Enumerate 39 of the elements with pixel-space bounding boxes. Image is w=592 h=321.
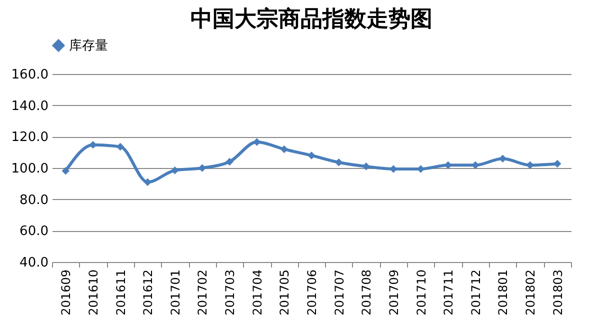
x-tick-label: 201701 (168, 270, 182, 316)
point (526, 161, 534, 170)
x-tick-label: 201704 (250, 270, 264, 316)
point (144, 178, 152, 186)
x-tick-label: 201710 (414, 270, 428, 316)
point (472, 161, 480, 170)
y-tick-label: 40.0 (20, 256, 48, 270)
x-tick-label: 201609 (59, 270, 74, 316)
x-tick-label: 201612 (141, 270, 156, 316)
x-tick-label: 201707 (332, 270, 346, 316)
point (171, 166, 179, 174)
x-tick-label: 201802 (524, 270, 538, 316)
y-tick-label: 80.0 (20, 192, 48, 208)
x-tick-label: 201705 (278, 270, 292, 316)
point (116, 142, 124, 151)
x-tick-label: 201708 (360, 270, 374, 316)
x-tick-label: 201803 (550, 270, 565, 316)
x-tick-label: 201712 (468, 270, 483, 316)
x-tick-label: 201610 (86, 270, 100, 316)
x-tick-label: 201711 (442, 270, 456, 316)
y-tick-label: 140.0 (11, 98, 48, 114)
x-tick-label: 201611 (114, 270, 128, 316)
y-tick-label: 120.0 (11, 130, 48, 146)
point (334, 158, 343, 166)
y-tick-label: 60.0 (20, 224, 48, 240)
x-tick-label: 201801 (496, 270, 510, 316)
x-tick-label: 201702 (196, 270, 210, 316)
x-tick-label: 201709 (386, 270, 401, 316)
point (308, 152, 316, 160)
legend-label: 库存量 (69, 38, 108, 54)
x-tick-label: 201706 (305, 270, 319, 316)
point (226, 158, 234, 166)
y-tick-label: 100.0 (11, 162, 48, 176)
chart-title: 中国大宗商品指数走势图 (190, 6, 432, 32)
point (444, 161, 452, 170)
point (280, 145, 288, 154)
x-tick-label: 201703 (223, 270, 238, 316)
point (62, 166, 70, 175)
y-tick-label: 160.0 (11, 68, 48, 82)
